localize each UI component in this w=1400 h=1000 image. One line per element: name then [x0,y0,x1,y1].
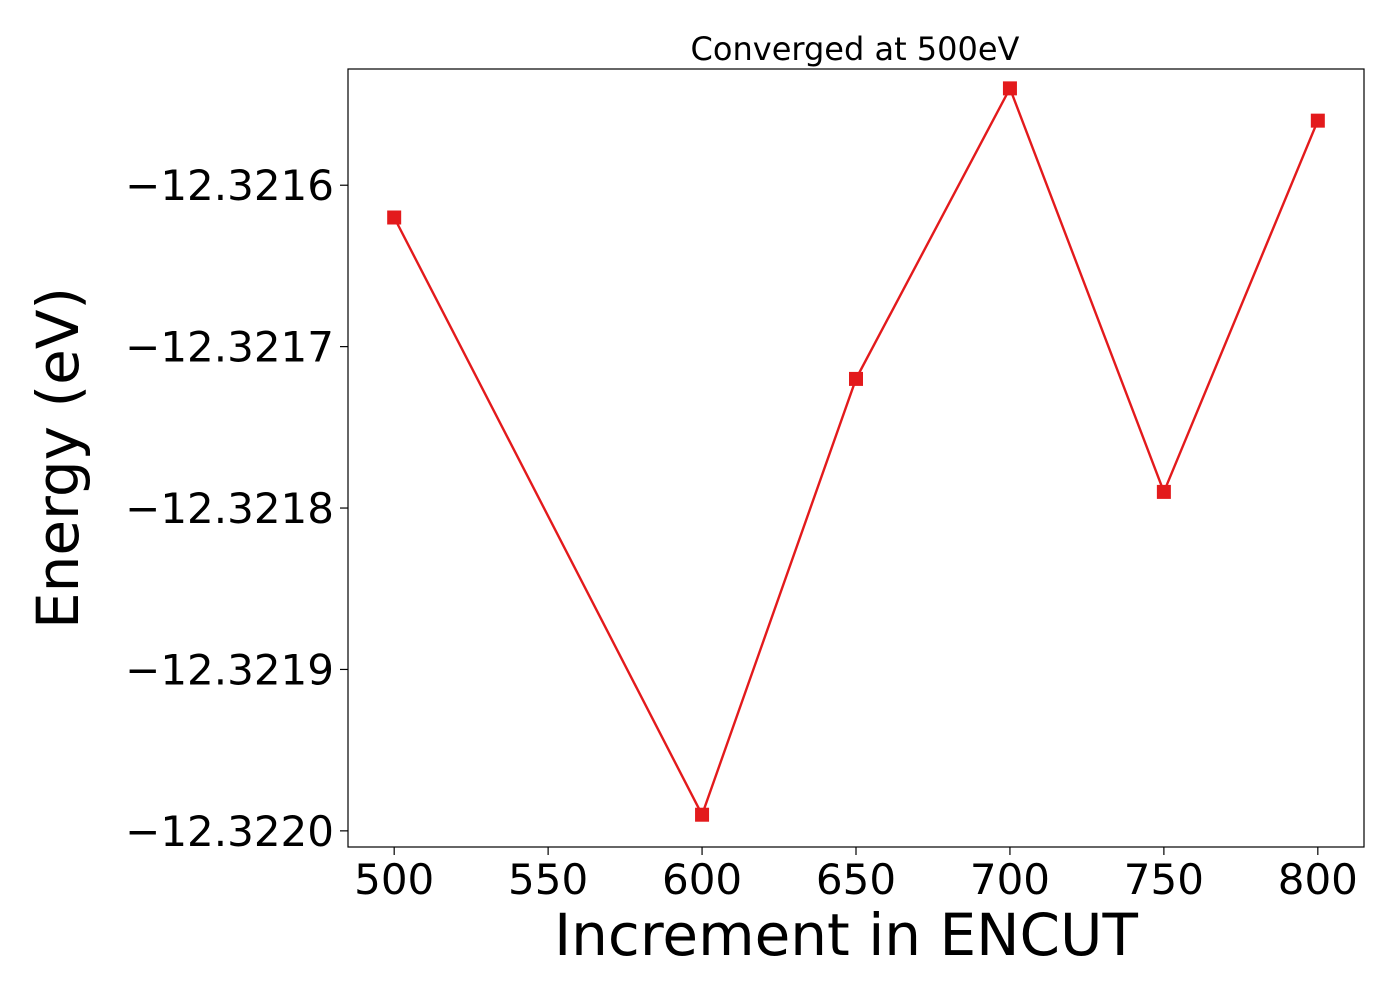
x-tick-label: 750 [1124,855,1204,904]
y-tick-label: −12.3216 [125,161,334,210]
y-tick-label: −12.3217 [125,323,334,372]
x-tick-label: 500 [354,855,434,904]
x-tick-label: 700 [970,855,1050,904]
chart-title: Converged at 500eV [691,30,1020,68]
x-tick-label: 800 [1278,855,1358,904]
x-axis: 500 550 600 650 700 750 800 [354,847,1358,904]
data-point-marker [387,210,402,225]
data-point-marker [1002,81,1017,96]
x-tick-label: 550 [508,855,588,904]
y-tick-label: −12.3220 [125,807,334,856]
y-axis: −12.3216 −12.3217 −12.3218 −12.3219 −12.3220 [125,161,348,856]
x-tick-label: 650 [816,855,896,904]
y-tick-label: −12.3218 [125,484,334,533]
y-tick-label: −12.3219 [125,645,334,694]
x-axis-title: Increment in ENCUT [554,901,1138,969]
data-point-marker [849,371,863,386]
data-point-marker [1310,113,1325,128]
data-point-marker [1156,484,1171,499]
plot-area [387,81,1325,822]
data-point-marker [695,807,710,822]
x-tick-label: 600 [662,855,742,904]
series-line [393,85,1319,818]
y-axis-title: Energy (eV) [24,287,92,629]
